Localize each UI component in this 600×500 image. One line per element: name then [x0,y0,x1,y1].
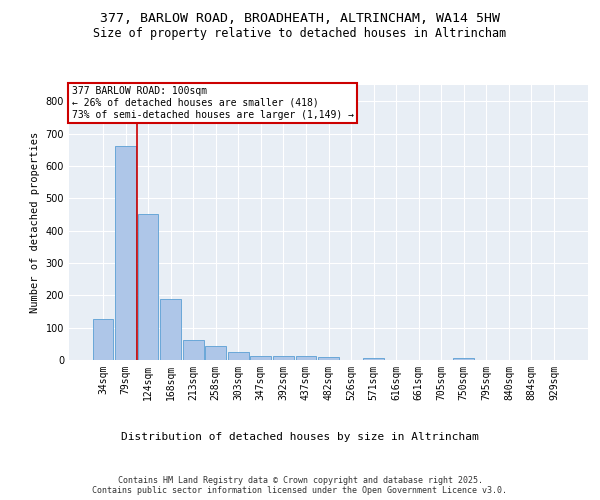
Text: 377, BARLOW ROAD, BROADHEATH, ALTRINCHAM, WA14 5HW: 377, BARLOW ROAD, BROADHEATH, ALTRINCHAM… [100,12,500,26]
Bar [137,214,158,360]
Y-axis label: Number of detached properties: Number of detached properties [30,132,40,313]
Bar [318,358,339,360]
Bar [363,358,384,360]
Bar [296,356,316,360]
Text: Size of property relative to detached houses in Altrincham: Size of property relative to detached ho… [94,28,506,40]
Bar [205,346,226,360]
Bar [273,356,294,360]
Bar [228,352,248,360]
Bar [250,356,271,360]
Bar [160,299,181,360]
Bar [183,340,203,360]
Text: Contains HM Land Registry data © Crown copyright and database right 2025.
Contai: Contains HM Land Registry data © Crown c… [92,476,508,495]
Bar [115,146,136,360]
Text: 377 BARLOW ROAD: 100sqm
← 26% of detached houses are smaller (418)
73% of semi-d: 377 BARLOW ROAD: 100sqm ← 26% of detache… [71,86,353,120]
Text: Distribution of detached houses by size in Altrincham: Distribution of detached houses by size … [121,432,479,442]
Bar [92,319,113,360]
Bar [454,358,474,360]
